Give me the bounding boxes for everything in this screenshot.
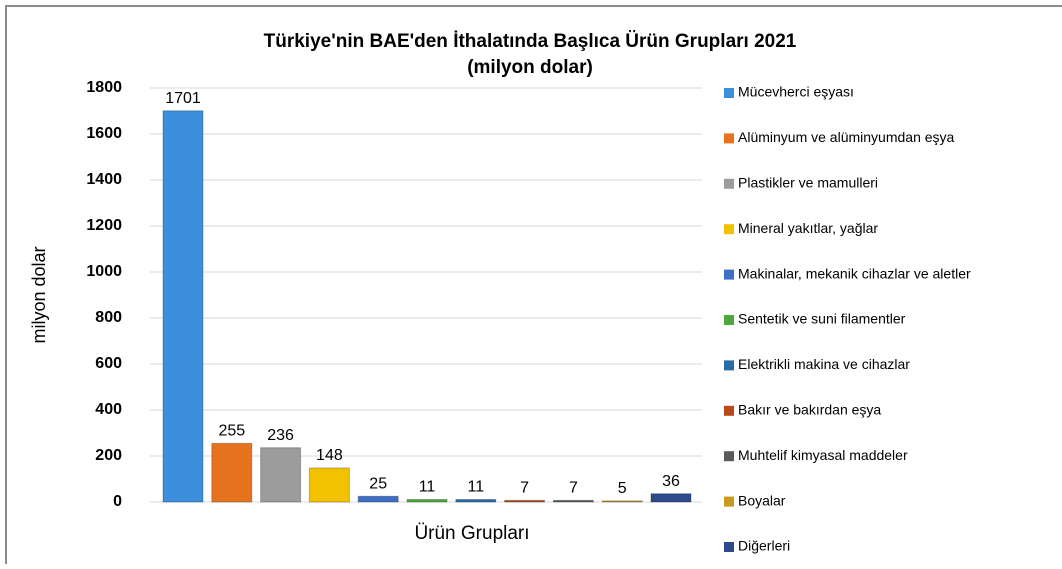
legend-swatch <box>724 88 734 98</box>
legend-swatch <box>724 315 734 325</box>
legend-swatch <box>724 542 734 552</box>
chart-border <box>5 5 1062 569</box>
legend-label: Muhtelif kimyasal maddeler <box>738 447 908 463</box>
y-tick-label: 1200 <box>86 217 122 234</box>
data-label: 5 <box>618 480 627 497</box>
legend-swatch <box>724 451 734 462</box>
legend-label: Boyalar <box>738 492 786 508</box>
data-label: 7 <box>520 480 529 497</box>
legend-label: Mücevherci eşyası <box>738 84 854 100</box>
bar <box>650 493 692 503</box>
legend-label: Bakır ve bakırdan eşya <box>738 402 881 418</box>
bar <box>162 110 204 503</box>
bar <box>357 495 399 503</box>
legend-label: Mineral yakıtlar, yağlar <box>738 220 878 236</box>
bar <box>455 498 497 503</box>
legend-label: Diğerleri <box>738 538 790 554</box>
legend-swatch <box>724 360 734 371</box>
data-label: 11 <box>419 479 436 496</box>
y-tick-label: 200 <box>95 447 122 464</box>
legend-label: Alüminyum ve alüminyumdan eşya <box>738 129 955 145</box>
legend-swatch <box>724 178 734 189</box>
bar <box>308 467 350 503</box>
data-label: 36 <box>662 473 680 490</box>
x-axis-label: Ürün Grupları <box>414 523 529 544</box>
legend-swatch <box>724 269 734 280</box>
bar <box>552 499 594 503</box>
legend-swatch <box>724 405 734 416</box>
legend-label: Plastikler ve mamulleri <box>738 175 878 191</box>
legend-label: Elektrikli makina ve cihazlar <box>738 356 910 372</box>
bar <box>504 499 546 503</box>
bar <box>211 442 253 503</box>
data-label: 255 <box>218 423 245 440</box>
data-label: 236 <box>267 427 294 444</box>
data-label: 25 <box>369 475 387 492</box>
y-tick-label: 800 <box>95 309 122 326</box>
bar <box>406 498 448 503</box>
legend-swatch <box>724 133 734 144</box>
y-tick-label: 0 <box>113 493 122 510</box>
y-tick-label: 1000 <box>86 263 122 280</box>
y-tick-label: 1800 <box>86 79 122 96</box>
y-axis-label: milyon dolar <box>29 246 49 343</box>
chart-title: Türkiye'nin BAE'den İthalatında Başlıca … <box>264 31 797 52</box>
legend-swatch <box>724 496 734 507</box>
chart-subtitle: (milyon dolar) <box>467 57 593 78</box>
y-tick-label: 1400 <box>86 171 122 188</box>
data-label: 148 <box>316 447 343 464</box>
y-tick-label: 600 <box>95 355 122 372</box>
data-label: 7 <box>569 480 578 497</box>
data-label: 1701 <box>165 90 201 107</box>
legend-label: Sentetik ve suni filamentler <box>738 311 906 327</box>
legend-swatch <box>724 224 734 235</box>
y-tick-label: 1600 <box>86 125 122 142</box>
data-label: 11 <box>467 479 484 496</box>
y-tick-label: 400 <box>95 401 122 418</box>
bar <box>260 447 302 503</box>
legend-label: Makinalar, mekanik cihazlar ve aletler <box>738 265 971 281</box>
bar <box>601 500 643 503</box>
